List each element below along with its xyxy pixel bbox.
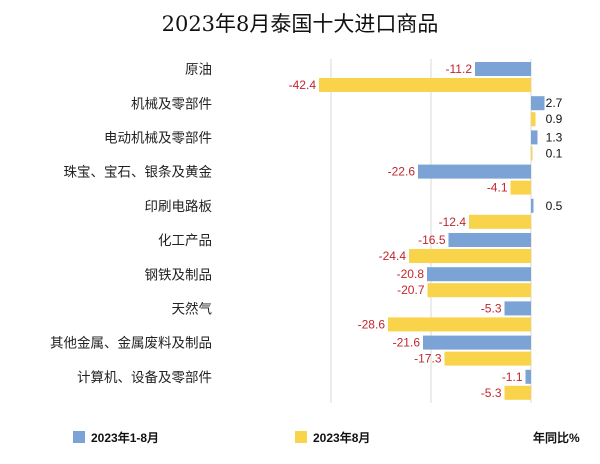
bar: [531, 146, 533, 161]
value-label: 0.9: [546, 112, 563, 126]
value-label: 2.7: [546, 96, 563, 110]
bar: [469, 214, 531, 229]
value-labels: -11.2 -42.4 2.7 0.9 1.3 0.1 -22.6 -4.1 0.5 -12.4 -…: [289, 62, 563, 400]
value-label: -1.1: [502, 370, 523, 384]
category-label: 电动机械及零部件: [104, 131, 212, 147]
bar: [409, 249, 531, 263]
value-label: -5.3: [481, 301, 502, 315]
category-label: 化工产品: [158, 233, 212, 249]
legend-swatch-2023-1-8: [73, 431, 85, 443]
value-label: -22.6: [388, 165, 416, 179]
legend-label-2023-1-8: 2023年1-8月: [91, 430, 159, 445]
category-label: 钢铁及制品: [145, 267, 213, 283]
bar: [418, 164, 531, 179]
legend-label-2023-8: 2023年8月: [313, 430, 370, 445]
value-label: -21.6: [393, 336, 421, 350]
bar: [448, 233, 531, 247]
value-label: 1.3: [546, 130, 563, 144]
category-label: 其他金属、金属废料及制品: [50, 336, 212, 352]
value-label: -20.8: [397, 267, 425, 281]
category-label: 印刷电路板: [145, 199, 213, 215]
value-label: 0.1: [546, 146, 563, 160]
category-labels: 原油机械及零部件电动机械及零部件珠宝、宝石、银条及黄金印刷电路板化工产品钢铁及制…: [50, 62, 212, 386]
category-label: 机械及零部件: [131, 96, 212, 112]
category-label: 天然气: [172, 301, 213, 318]
bar: [531, 96, 545, 111]
bar: [427, 267, 531, 282]
category-label: 原油: [185, 62, 212, 78]
bar: [475, 62, 531, 76]
value-label: -24.4: [379, 249, 407, 263]
value-label: 0.5: [546, 199, 563, 213]
value-label: -16.5: [418, 233, 446, 247]
value-label: -28.6: [358, 317, 386, 331]
bar: [423, 335, 531, 350]
bar: [531, 112, 536, 127]
bar: [427, 283, 531, 298]
bar: [531, 198, 534, 213]
value-label: -5.3: [481, 386, 502, 400]
bars: [319, 62, 545, 400]
unit-label: 年同比%: [533, 430, 580, 445]
legend: 2023年1-8月 2023年8月 年同比%: [73, 430, 580, 445]
bar: [319, 78, 531, 92]
bar: [531, 130, 538, 145]
value-label: -17.3: [414, 352, 442, 366]
bar: [510, 180, 531, 195]
bar: [388, 317, 531, 332]
bar: [525, 369, 531, 384]
bar: [504, 301, 531, 316]
value-label: -20.7: [397, 283, 425, 297]
value-label: -42.4: [289, 78, 317, 92]
chart-title: 2023年8月泰国十大进口商品: [162, 12, 439, 36]
value-label: -4.1: [487, 181, 508, 195]
bar: [504, 385, 531, 400]
value-label: -11.2: [446, 62, 473, 76]
category-label: 珠宝、宝石、银条及黄金: [64, 164, 213, 181]
bar: [444, 351, 531, 366]
category-label: 计算机、设备及零部件: [77, 369, 212, 386]
legend-swatch-2023-8: [295, 431, 307, 443]
value-label: -12.4: [439, 215, 467, 229]
